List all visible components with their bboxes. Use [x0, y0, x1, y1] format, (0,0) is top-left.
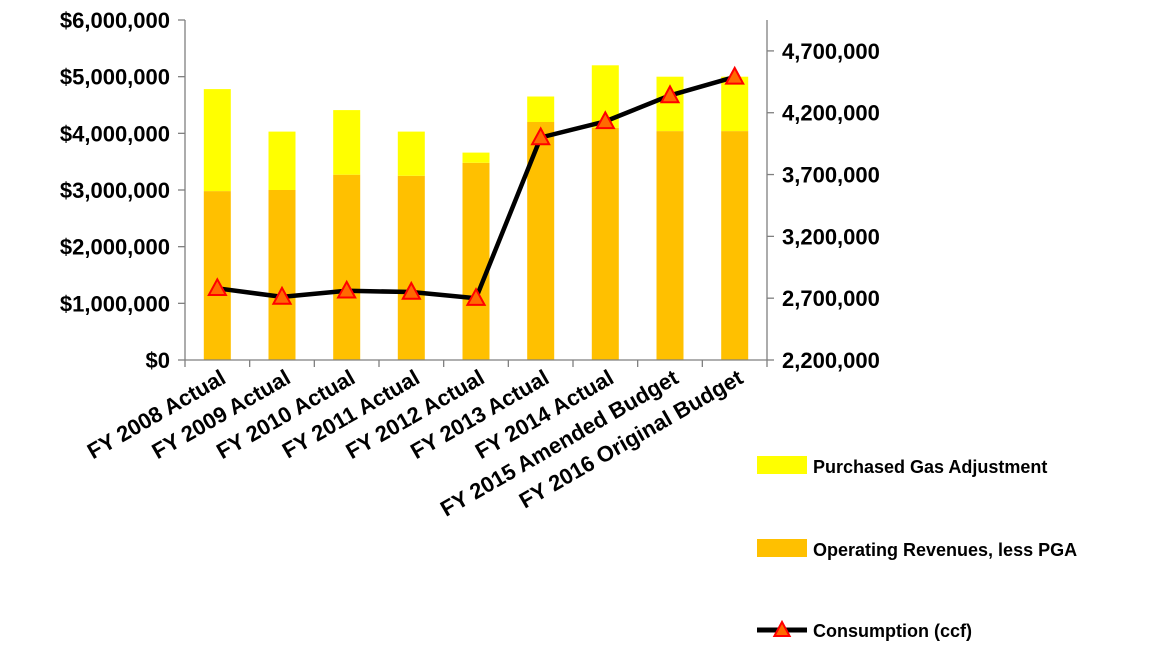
legend-swatch-1 — [757, 539, 807, 557]
legend-label-1: Operating Revenues, less PGA — [813, 540, 1077, 560]
y-right-tick-label-4: 4,200,000 — [782, 101, 880, 126]
consumption-marker-2 — [336, 279, 357, 299]
consumption-marker-1 — [271, 285, 293, 305]
bar-operating-revenue-1 — [268, 190, 296, 360]
y-right-tick-label-5: 4,700,000 — [782, 39, 880, 64]
bar-operating-revenue-6 — [591, 127, 619, 360]
bar-purchased-gas-adjustment-4 — [462, 152, 490, 163]
consumption-marker-4 — [465, 287, 487, 306]
y-right-tick-label-1: 2,700,000 — [782, 286, 880, 311]
legend-label-2: Consumption (ccf) — [813, 621, 972, 641]
y-left-tick-label-1: $1,000,000 — [60, 291, 170, 316]
y-left-tick-label-5: $5,000,000 — [60, 65, 170, 90]
consumption-marker-6 — [595, 110, 616, 130]
y-left-tick-label-4: $4,000,000 — [60, 121, 170, 146]
bar-purchased-gas-adjustment-2 — [333, 110, 361, 175]
bar-operating-revenue-2 — [333, 174, 361, 360]
y-right-tick-label-2: 3,200,000 — [782, 224, 880, 249]
legend-label-0: Purchased Gas Adjustment — [813, 457, 1047, 477]
bar-purchased-gas-adjustment-3 — [397, 131, 425, 176]
consumption-marker-8 — [724, 65, 745, 85]
consumption-marker-7 — [659, 84, 681, 104]
y-left-tick-label-3: $3,000,000 — [60, 178, 170, 203]
bar-operating-revenue-0 — [203, 191, 231, 360]
bar-purchased-gas-adjustment-1 — [268, 131, 296, 190]
line-layer — [207, 65, 745, 306]
bars-layer — [203, 65, 749, 360]
bar-operating-revenue-4 — [462, 162, 490, 360]
consumption-marker-5 — [530, 126, 551, 146]
legend: Purchased Gas Adjustment Operating Revenu… — [757, 456, 1077, 641]
y-right-tick-label-0: 2,200,000 — [782, 348, 880, 373]
bar-operating-revenue-8 — [721, 131, 749, 360]
legend-swatch-0 — [757, 456, 807, 474]
y-left-tick-label-0: $0 — [146, 348, 170, 373]
y-right-tick-label-3: 3,700,000 — [782, 163, 880, 188]
consumption-marker-3 — [401, 280, 422, 300]
bar-purchased-gas-adjustment-5 — [527, 96, 555, 122]
consumption-marker-0 — [207, 277, 228, 296]
y-left-tick-label-2: $2,000,000 — [60, 235, 170, 260]
bar-operating-revenue-7 — [656, 131, 684, 360]
legend-marker-2 — [772, 619, 792, 637]
bar-purchased-gas-adjustment-0 — [203, 89, 231, 192]
y-left-tick-label-6: $6,000,000 — [60, 8, 170, 33]
bar-operating-revenue-3 — [397, 175, 425, 360]
bar-purchased-gas-adjustment-8 — [721, 76, 749, 132]
